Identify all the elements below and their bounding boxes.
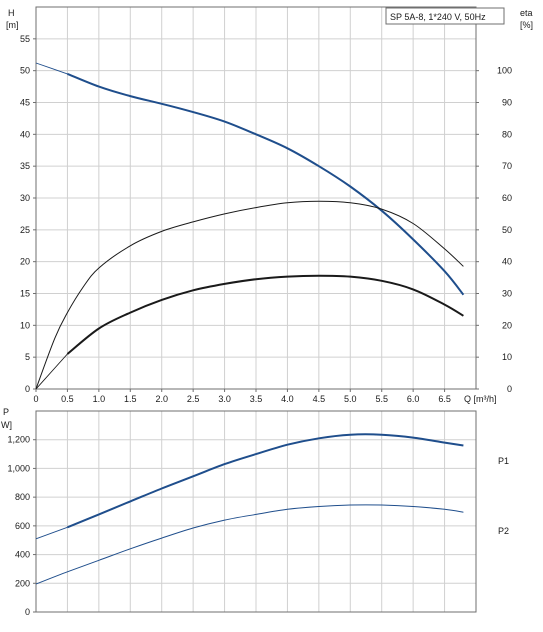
top-y-left-ticks: 0 5 10 15 20 25 30 35 40 45 50 55 xyxy=(20,34,36,394)
title-box xyxy=(385,7,505,25)
y-left-tick-label: 45 xyxy=(20,98,30,108)
top-x-ticks: 0 0.5 1.0 1.5 2.0 2.5 3.0 3.5 4.0 4.5 5.0 5.5 6.0 6.5 xyxy=(33,389,451,404)
x-tick-label: 2.5 xyxy=(187,394,200,404)
head-curve-extension xyxy=(35,62,68,75)
y-right-tick-label: 20 xyxy=(502,320,512,330)
y-right-tick-label: 70 xyxy=(502,161,512,171)
p-axis-symbol: P xyxy=(3,407,9,417)
y-left-tick-label: 20 xyxy=(20,257,30,267)
y-right-tick-label: 90 xyxy=(502,98,512,108)
y-left-tick-label: 25 xyxy=(20,225,30,235)
y-left-tick-label: 10 xyxy=(20,320,30,330)
bottom-y-tick-label: 800 xyxy=(15,492,30,502)
x-tick-label: 4.5 xyxy=(313,394,326,404)
top-y-right-ticks: 0 10 20 30 40 50 60 70 80 90 100 xyxy=(476,66,512,394)
bottom-y-tick-label: 1,000 xyxy=(7,463,30,473)
eta-axis-symbol: eta xyxy=(520,8,533,18)
head-curve xyxy=(67,72,465,296)
p1-series-label: P1 xyxy=(498,456,509,466)
top-plot-area: 0 0.5 1.0 1.5 2.0 2.5 3.0 3.5 4.0 4.5 5.0 5.5 6.0 6.5… xyxy=(6,6,533,404)
y-right-tick-label: 100 xyxy=(497,66,512,76)
x-tick-label: 6.5 xyxy=(438,394,451,404)
y-right-tick-label: 40 xyxy=(502,257,512,267)
x-tick-label: 4.0 xyxy=(281,394,294,404)
bottom-y-ticks: 0 200 400 600 800 1,000 1,200 xyxy=(7,435,36,617)
y-right-tick-label: 10 xyxy=(502,352,512,362)
bottom-y-tick-label: 200 xyxy=(15,578,30,588)
x-tick-label: 3.5 xyxy=(250,394,263,404)
x-tick-label: 2.0 xyxy=(155,394,168,404)
p1-power-curve xyxy=(67,433,464,529)
bottom-frame xyxy=(35,410,477,613)
chart-title: SP 5A-8, 1*240 V, 50Hz xyxy=(390,12,486,22)
y-right-tick-label: 30 xyxy=(502,289,512,299)
y-left-tick-label: 55 xyxy=(20,34,30,44)
efficiency-curve-thick xyxy=(66,274,464,355)
p-axis-unit: W] xyxy=(1,420,12,430)
x-tick-label: 0.5 xyxy=(61,394,74,404)
h-axis-unit: [m] xyxy=(6,20,19,30)
h-axis-symbol: H xyxy=(8,8,15,18)
x-tick-label: 6.0 xyxy=(407,394,420,404)
x-tick-label: 1.0 xyxy=(93,394,106,404)
efficiency-curve-thin xyxy=(35,200,464,390)
y-left-tick-label: 30 xyxy=(20,193,30,203)
bottom-y-tick-label: 0 xyxy=(25,607,30,617)
y-left-tick-label: 35 xyxy=(20,161,30,171)
y-left-tick-label: 40 xyxy=(20,129,30,139)
top-grid xyxy=(36,7,476,389)
x-tick-label: 0 xyxy=(33,394,38,404)
top-series xyxy=(35,62,465,390)
bottom-plot-area: 0 200 400 600 800 1,000 1,200 P W] P1 P2 xyxy=(1,407,509,617)
bottom-y-tick-label: 1,200 xyxy=(7,435,30,445)
x-axis-label: Q [m³/h] xyxy=(464,394,497,404)
x-tick-label: 5.0 xyxy=(344,394,357,404)
x-tick-label: 1.5 xyxy=(124,394,137,404)
y-right-tick-label: 50 xyxy=(502,225,512,235)
x-tick-label: 3.0 xyxy=(218,394,231,404)
y-right-tick-label: 0 xyxy=(507,384,512,394)
bottom-series xyxy=(35,433,464,585)
efficiency-curve-thick-extension xyxy=(35,353,68,390)
y-left-tick-label: 0 xyxy=(25,384,30,394)
y-left-tick-label: 5 xyxy=(25,352,30,362)
y-left-tick-label: 50 xyxy=(20,66,30,76)
p2-series-label: P2 xyxy=(498,526,509,536)
y-right-tick-label: 60 xyxy=(502,193,512,203)
p1-power-curve-extension xyxy=(35,526,68,540)
bottom-y-tick-label: 400 xyxy=(15,550,30,560)
eta-axis-unit: [%] xyxy=(520,20,533,30)
bottom-grid xyxy=(36,411,476,612)
y-right-tick-label: 80 xyxy=(502,129,512,139)
x-tick-label: 5.5 xyxy=(375,394,388,404)
y-left-tick-label: 15 xyxy=(20,289,30,299)
p2-power-curve xyxy=(35,504,464,585)
bottom-y-tick-label: 600 xyxy=(15,521,30,531)
